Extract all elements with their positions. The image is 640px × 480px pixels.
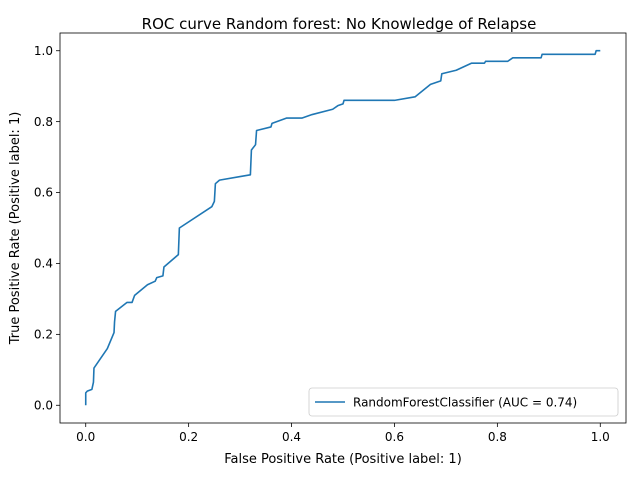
y-axis-label: True Positive Rate (Positive label: 1): [8, 112, 23, 346]
x-tick-label: 0.4: [282, 430, 301, 444]
x-axis-label: False Positive Rate (Positive label: 1): [224, 452, 462, 467]
y-axis: 0.0 0.2 0.4 0.6 0.8 1.0: [34, 44, 60, 412]
legend-entry-label: RandomForestClassifier (AUC = 0.74): [353, 396, 577, 410]
x-tick-label: 0.2: [179, 430, 198, 444]
y-tick-label: 0.8: [34, 115, 53, 129]
x-tick-label: 0.6: [385, 430, 404, 444]
plot-area: [59, 32, 627, 424]
legend: RandomForestClassifier (AUC = 0.74): [308, 387, 619, 417]
legend-box: [308, 387, 619, 417]
y-tick-label: 0.2: [34, 328, 53, 342]
chart-title: ROC curve Random forest: No Knowledge of…: [142, 15, 537, 33]
x-tick-label: 0.0: [76, 430, 95, 444]
axes-background: [60, 33, 626, 423]
y-tick-label: 0.0: [34, 398, 53, 412]
axes-frame: [59, 32, 627, 424]
roc-curve-line: [84, 49, 601, 406]
y-tick-label: 0.4: [34, 257, 53, 271]
x-tick-label: 1.0: [591, 430, 610, 444]
y-tick-label: 1.0: [34, 44, 53, 58]
x-axis: 0.0 0.2 0.4 0.6 0.8 1.0: [76, 423, 610, 444]
x-tick-label: 0.8: [488, 430, 507, 444]
y-tick-label: 0.6: [34, 186, 53, 200]
